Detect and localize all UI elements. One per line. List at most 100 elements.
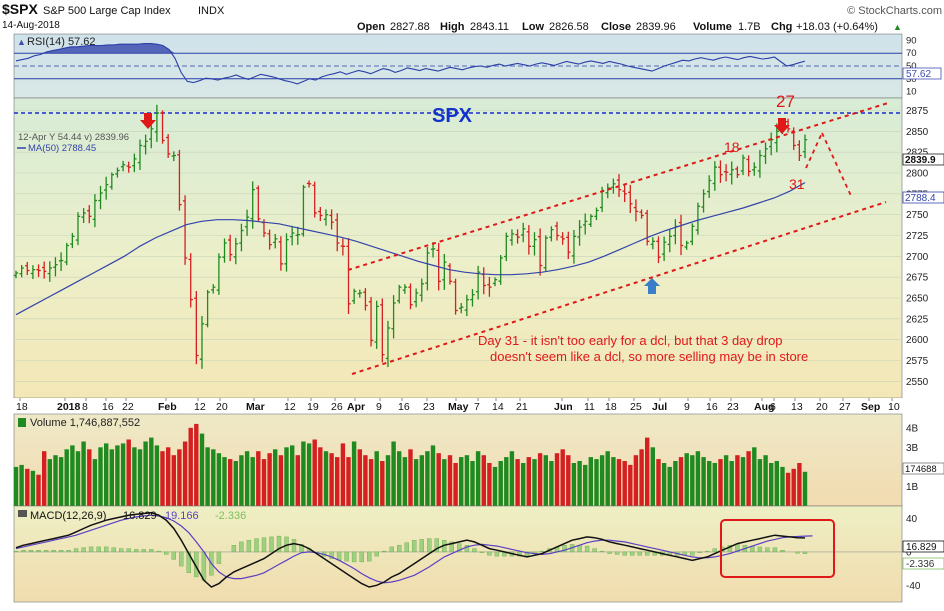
- volume-bar: [729, 461, 734, 506]
- rsi-label: RSI(14) 57.62: [27, 36, 95, 48]
- volume-bar: [188, 427, 193, 506]
- volume-bar: [109, 449, 114, 506]
- x-tick-label: 10: [888, 401, 900, 413]
- volume-bar: [58, 457, 64, 506]
- volume-bar: [104, 443, 109, 506]
- macd-histogram-bar: [607, 551, 612, 554]
- macd-histogram-bar: [584, 545, 590, 553]
- macd-histogram-bar: [43, 550, 49, 553]
- volume-bar: [278, 455, 284, 506]
- symbol-title: $SPX: [2, 1, 38, 17]
- volume-layer: [13, 423, 808, 506]
- price-tick-label: 2700: [906, 252, 929, 263]
- volume-bar: [571, 463, 577, 506]
- high-label: High: [440, 21, 465, 33]
- volume-bar: [554, 453, 560, 506]
- macd-histogram-bar: [141, 549, 146, 553]
- volume-bar: [171, 455, 176, 506]
- volume-bar: [267, 453, 272, 506]
- macd-histogram-bar: [186, 551, 192, 574]
- volume-bar: [329, 453, 334, 506]
- macd-histogram-bar: [622, 551, 627, 556]
- volume-bar: [256, 451, 261, 506]
- volume-bar: [537, 453, 543, 506]
- macd-histogram-bar: [231, 545, 237, 553]
- volume-bar: [380, 461, 385, 506]
- last-price-badge: [902, 153, 944, 166]
- volume-bar: [346, 457, 351, 506]
- volume-bar: [250, 457, 255, 506]
- price-layer: [13, 102, 889, 375]
- macd-histogram-bar: [171, 551, 177, 560]
- index-name: S&P 500 Large Cap Index: [43, 5, 171, 17]
- volume-bar: [453, 463, 458, 506]
- volume-bar: [633, 455, 639, 506]
- price-tick-label: 2825: [906, 148, 929, 159]
- macd-histogram-bar: [21, 550, 26, 553]
- volume-bar: [757, 459, 763, 506]
- macd-histogram-bar: [344, 551, 349, 562]
- volume-bar: [47, 459, 52, 506]
- exchange-label: INDX: [198, 5, 225, 17]
- close-label: Close: [601, 21, 631, 33]
- volume-bar: [132, 447, 137, 506]
- macd-legend-signal: 19.166: [165, 510, 199, 522]
- macd-histogram-bar: [479, 551, 485, 553]
- volume-bar: [622, 461, 627, 506]
- price-tick-label: 2725: [906, 231, 929, 242]
- macd-histogram-bar: [412, 540, 417, 553]
- x-tick-label: 14: [492, 401, 504, 413]
- volume-bar: [239, 455, 244, 506]
- macd-histogram-bar: [246, 540, 252, 553]
- macd-histogram-bar: [359, 551, 364, 563]
- macd-histogram-bar: [276, 535, 282, 553]
- volume-bar: [430, 445, 436, 506]
- x-tick-label: 12: [194, 401, 206, 413]
- volume-bar: [791, 468, 796, 506]
- rsi-tick-label: 90: [906, 35, 917, 46]
- macd-histogram-bar: [299, 544, 304, 553]
- price-tick-label: 2600: [906, 335, 929, 346]
- macd-histogram-bar: [66, 550, 71, 553]
- ma-legend: MA(50) 2788.45: [28, 143, 96, 154]
- volume-bar: [335, 457, 340, 506]
- volume-current-badge: [902, 462, 944, 475]
- low-value: 2826.58: [549, 21, 589, 33]
- volume-bar: [36, 474, 41, 506]
- macd-histogram-bar: [374, 551, 379, 557]
- macd-histogram-bar: [712, 548, 717, 553]
- x-tick-label: 9: [684, 401, 690, 413]
- x-tick-label: 7: [474, 401, 480, 413]
- macd-histogram-bar: [126, 548, 131, 553]
- volume-bar: [526, 457, 531, 506]
- x-tick-label: 18: [16, 401, 28, 413]
- channel-lower: [351, 201, 887, 375]
- annotation-line-1: Day 31 - it isn't too early for a dcl, b…: [478, 333, 783, 348]
- volume-bar: [628, 464, 633, 506]
- macd-histogram-bar: [705, 550, 710, 553]
- volume-bar: [306, 443, 312, 506]
- volume-bar: [656, 459, 661, 506]
- x-tick-label: Aug: [754, 401, 774, 413]
- rsi-tick-label: 50: [906, 61, 917, 72]
- volume-bar: [75, 451, 81, 506]
- volume-bar: [244, 451, 250, 506]
- volume-bar: [459, 457, 464, 506]
- volume-tick-label: 3B: [906, 443, 919, 454]
- volume-bar: [19, 464, 24, 506]
- macd-layer: [13, 511, 902, 588]
- macd-histogram-bar: [457, 543, 462, 553]
- volume-bar: [695, 451, 701, 506]
- volume-bar: [126, 439, 131, 506]
- price-tick-label: 2800: [906, 169, 929, 180]
- chg-label: Chg: [771, 21, 792, 33]
- volume-bar: [340, 443, 346, 506]
- volume-bar: [408, 449, 413, 506]
- volume-bar: [785, 472, 791, 506]
- down-arrow-icon: [140, 113, 156, 129]
- x-axis: 18 2018 8 16 22 Feb 12 20 Mar 12 19 26 Apr 9 16 23 May 7 1…: [16, 398, 900, 413]
- rsi-current-label: 57.62: [906, 69, 931, 80]
- volume-bar: [712, 463, 717, 506]
- macd-histogram-bar: [397, 545, 402, 553]
